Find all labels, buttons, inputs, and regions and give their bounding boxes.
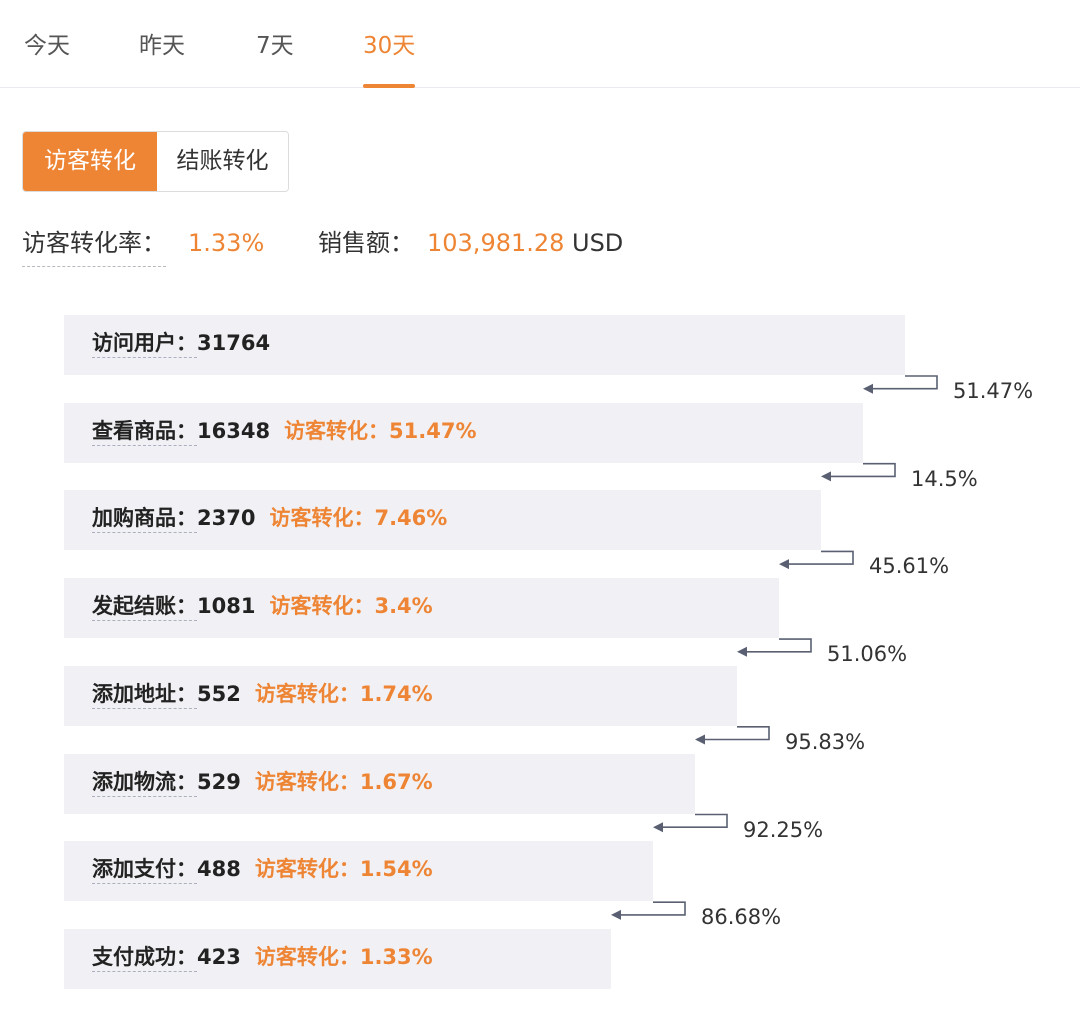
funnel-stage-conversion: 访客转化：7.46% (269, 506, 448, 531)
funnel-stage-label[interactable]: 添加地址： (92, 681, 197, 709)
funnel-stage-text: 加购商品：2370 访客转化：7.46% (92, 503, 448, 534)
funnel-stage-conversion: 访客转化：51.47% (284, 418, 477, 443)
funnel-stage-text: 添加地址：552 访客转化：1.74% (92, 679, 433, 709)
funnel-stage-label[interactable]: 添加物流： (92, 769, 197, 797)
funnel-stage-bar: 支付成功：423 访客转化：1.33% (64, 928, 611, 989)
date-range-tabs: 今天 昨天 7天 30天 (0, 0, 1080, 88)
funnel-step-rate: 14.5% (911, 466, 978, 491)
tab-yesterday[interactable]: 昨天 (139, 33, 185, 59)
funnel-stage-conversion: 访客转化：1.74% (254, 681, 433, 706)
funnel-stage-text: 支付成功：423 访客转化：1.33% (92, 942, 433, 972)
funnel-stage-conversion: 访客转化：1.54% (254, 857, 433, 882)
funnel-stage-bar: 添加地址：552 访客转化：1.74% (64, 665, 737, 726)
funnel-stage-label[interactable]: 查看商品： (92, 418, 197, 446)
funnel-stage-conversion: 访客转化：3.4% (269, 594, 433, 619)
funnel-stage-bar: 添加支付：488 访客转化：1.54% (64, 841, 653, 902)
funnel-stage-count: 529 (197, 769, 241, 794)
funnel-stage-label[interactable]: 加购商品： (92, 506, 197, 534)
funnel-stage-bar: 访问用户：31764 (64, 315, 905, 375)
funnel-step-rate: 95.83% (785, 729, 866, 754)
conversion-type-toggle: 访客转化 结账转化 (22, 131, 289, 192)
funnel-stage-text: 发起结账：1081 访客转化：3.4% (92, 591, 433, 622)
tab-7-days[interactable]: 7天 (256, 33, 294, 59)
visitor-conversion-rate-label: 访客转化率： (22, 229, 166, 257)
funnel-stage-label[interactable]: 访问用户： (92, 331, 197, 358)
funnel-stage-count: 2370 (197, 506, 256, 531)
visitor-conversion-rate-value: 1.33% (188, 229, 265, 257)
funnel-stage-bar: 添加物流：529 访客转化：1.67% (64, 753, 695, 814)
sales-unit: USD (572, 229, 624, 257)
funnel-step-rate: 51.06% (827, 642, 908, 667)
sales-label: 销售额： (318, 229, 414, 257)
funnel-stage-text: 添加物流：529 访客转化：1.67% (92, 767, 433, 797)
funnel-stage-label[interactable]: 支付成功： (92, 944, 197, 972)
visitor-conversion-rate[interactable]: 访客转化率： (22, 226, 166, 267)
tab-today[interactable]: 今天 (24, 33, 70, 59)
funnel-stage-count: 423 (197, 944, 241, 969)
funnel-step-rate: 86.68% (701, 905, 782, 930)
visitor-conversion-button[interactable]: 访客转化 (23, 132, 157, 191)
funnel-stage-text: 添加支付：488 访客转化：1.54% (92, 854, 433, 885)
sales-value: 103,981.28 (427, 229, 565, 257)
tab-30-days[interactable]: 30天 (363, 33, 416, 59)
funnel-stage-bar: 查看商品：16348 访客转化：51.47% (64, 402, 863, 463)
funnel-stage-count: 1081 (197, 594, 256, 619)
funnel-stage-label[interactable]: 添加支付： (92, 857, 197, 885)
funnel-stage-bar: 发起结账：1081 访客转化：3.4% (64, 578, 779, 639)
funnel-stage-count: 31764 (197, 331, 271, 355)
funnel-stage-count: 488 (197, 857, 241, 882)
funnel-step-rate: 51.47% (953, 379, 1034, 403)
funnel-step-rate: 92.25% (743, 817, 824, 842)
funnel-stage-bar: 加购商品：2370 访客转化：7.46% (64, 490, 821, 551)
active-tab-indicator (363, 84, 415, 88)
funnel-stage-conversion: 访客转化：1.33% (254, 944, 433, 969)
funnel-stage-text: 访问用户：31764 (92, 328, 270, 358)
funnel-stage-label[interactable]: 发起结账： (92, 594, 197, 622)
funnel-stage-text: 查看商品：16348 访客转化：51.47% (92, 416, 477, 446)
funnel-stage-count: 552 (197, 681, 241, 706)
funnel-step-rate: 45.61% (869, 554, 950, 579)
funnel-stage-count: 16348 (197, 418, 271, 443)
checkout-conversion-button[interactable]: 结账转化 (157, 132, 288, 191)
funnel-stage-conversion: 访客转化：1.67% (254, 769, 433, 794)
